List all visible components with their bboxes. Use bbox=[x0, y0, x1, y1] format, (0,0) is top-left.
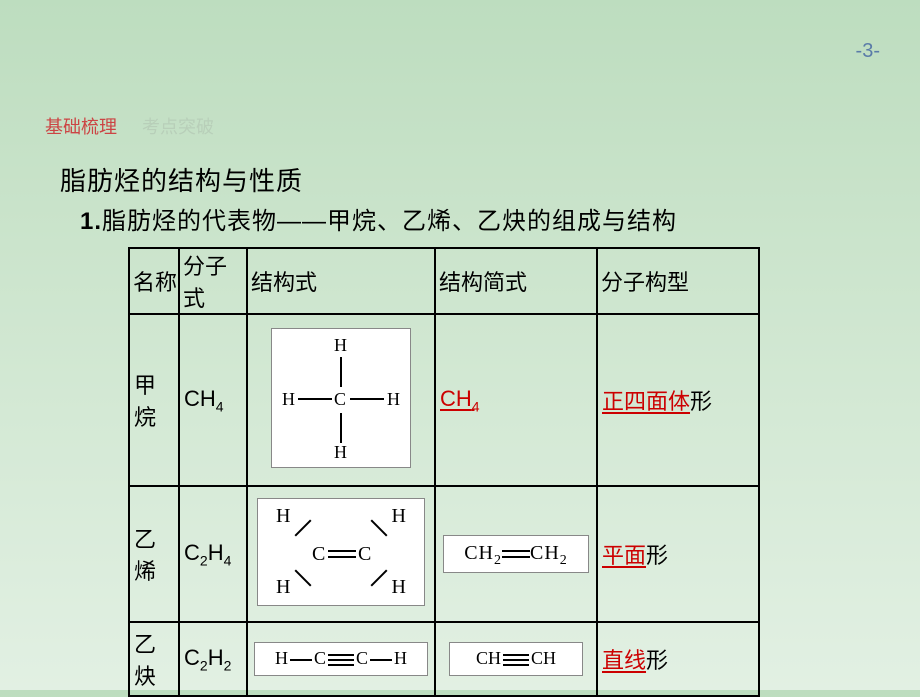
ethylene-structure-diagram: H H H H C C bbox=[257, 498, 425, 606]
row-ethylene: 乙烯 C2H4 H H H H C C CH2CH2 bbox=[129, 486, 759, 622]
ss-sub: 2 bbox=[494, 553, 502, 568]
table-header-row: 名称 分子式 结构式 结构简式 分子构型 bbox=[129, 248, 759, 314]
atom-h: H bbox=[276, 505, 290, 528]
ss-part: CH bbox=[531, 648, 556, 668]
triple-bond-icon bbox=[503, 654, 529, 666]
mf-sub: 2 bbox=[200, 657, 208, 673]
ss-part: CH bbox=[530, 542, 560, 564]
section-title: 脂肪烃的结构与性质 bbox=[60, 161, 303, 198]
tab-keypoints[interactable]: 考点突破 bbox=[142, 117, 214, 137]
geometry-suffix: 形 bbox=[646, 543, 668, 568]
cell-condensed-formula: CH2CH2 bbox=[435, 486, 597, 622]
row-methane: 甲烷 CH4 H H H H C CH4 正四面体形 bbox=[129, 314, 759, 486]
bond bbox=[295, 569, 312, 586]
cell-structural-formula: H H H H C C bbox=[247, 486, 435, 622]
bond bbox=[295, 519, 312, 536]
comparison-table: 名称 分子式 结构式 结构简式 分子构型 甲烷 CH4 H H H H C CH… bbox=[128, 247, 760, 697]
ss-sub: 2 bbox=[560, 553, 568, 568]
atom-c: C bbox=[314, 648, 326, 668]
atom-c: C bbox=[312, 543, 325, 566]
cell-structural-formula: HCCH bbox=[247, 622, 435, 696]
page-number: -3- bbox=[856, 40, 880, 63]
methane-structure-diagram: H H H H C bbox=[271, 328, 411, 468]
bond bbox=[328, 556, 356, 558]
geometry-suffix: 形 bbox=[690, 389, 712, 414]
mf-sub: 2 bbox=[200, 552, 208, 568]
cell-name: 乙炔 bbox=[129, 622, 179, 696]
cell-molecular-formula: C2H2 bbox=[179, 622, 247, 696]
th-name: 名称 bbox=[129, 248, 179, 314]
bond bbox=[328, 550, 356, 552]
bond bbox=[340, 357, 342, 387]
acetylene-structure-diagram: HCCH bbox=[254, 642, 428, 676]
ss-sub: 4 bbox=[472, 398, 480, 414]
mf-part: C bbox=[184, 540, 200, 565]
atom-h: H bbox=[282, 389, 295, 410]
cell-molecular-formula: CH4 bbox=[179, 314, 247, 486]
cell-geometry: 正四面体形 bbox=[597, 314, 759, 486]
cell-molecular-formula: C2H4 bbox=[179, 486, 247, 622]
th-structural-formula: 结构式 bbox=[247, 248, 435, 314]
atom-h: H bbox=[276, 576, 290, 599]
tab-bar: 基础梳理 考点突破 bbox=[45, 113, 234, 139]
cell-structural-formula: H H H H C bbox=[247, 314, 435, 486]
ss-part: CH bbox=[476, 648, 501, 668]
bond bbox=[370, 659, 392, 661]
cell-condensed-formula: CH4 bbox=[435, 314, 597, 486]
mf-part: H bbox=[208, 540, 224, 565]
row-acetylene: 乙炔 C2H2 HCCH CHCH 直线形 bbox=[129, 622, 759, 696]
subtitle-text: 脂肪烃的代表物——甲烷、乙烯、乙炔的组成与结构 bbox=[102, 208, 677, 235]
ethylene-condensed-diagram: CH2CH2 bbox=[443, 535, 589, 573]
atom-c: C bbox=[334, 389, 346, 410]
atom-h: H bbox=[394, 648, 407, 668]
atom-h: H bbox=[334, 335, 347, 356]
cell-name: 甲烷 bbox=[129, 314, 179, 486]
ss-base: CH bbox=[440, 386, 472, 411]
bond bbox=[340, 413, 342, 443]
atom-h: H bbox=[275, 648, 288, 668]
section-subtitle: 1.脂肪烃的代表物——甲烷、乙烯、乙炔的组成与结构 bbox=[80, 201, 677, 236]
bond bbox=[290, 659, 312, 661]
geometry-suffix: 形 bbox=[646, 648, 668, 673]
atom-h: H bbox=[392, 505, 406, 528]
triple-bond-icon bbox=[328, 654, 354, 666]
mf-part: H bbox=[208, 645, 224, 670]
mf-part: C bbox=[184, 645, 200, 670]
acetylene-condensed-diagram: CH CH bbox=[449, 642, 583, 676]
th-molecular-formula: 分子式 bbox=[179, 248, 247, 314]
condensed-methane: CH4 bbox=[440, 386, 480, 411]
cell-geometry: 直线形 bbox=[597, 622, 759, 696]
th-molecular-geometry: 分子构型 bbox=[597, 248, 759, 314]
atom-h: H bbox=[387, 389, 400, 410]
mf-sub: 2 bbox=[224, 657, 232, 673]
cell-condensed-formula: CH CH bbox=[435, 622, 597, 696]
mf-sub: 4 bbox=[224, 552, 232, 568]
bond bbox=[350, 398, 384, 400]
atom-c: C bbox=[358, 543, 371, 566]
geometry-emphasis: 正四面体 bbox=[602, 389, 690, 414]
bond bbox=[371, 569, 388, 586]
geometry-emphasis: 直线 bbox=[602, 648, 646, 673]
th-condensed-formula: 结构简式 bbox=[435, 248, 597, 314]
double-bond-icon bbox=[502, 549, 530, 559]
subtitle-number: 1. bbox=[80, 208, 102, 235]
atom-h: H bbox=[392, 576, 406, 599]
mf-sub: 4 bbox=[216, 398, 224, 414]
atom-c: C bbox=[356, 648, 368, 668]
ss-part: CH bbox=[464, 542, 494, 564]
cell-name: 乙烯 bbox=[129, 486, 179, 622]
tab-basics[interactable]: 基础梳理 bbox=[45, 117, 117, 137]
atom-h: H bbox=[334, 442, 347, 463]
geometry-emphasis: 平面 bbox=[602, 543, 646, 568]
bond bbox=[371, 519, 388, 536]
cell-geometry: 平面形 bbox=[597, 486, 759, 622]
mf-base: CH bbox=[184, 386, 216, 411]
bond bbox=[298, 398, 332, 400]
